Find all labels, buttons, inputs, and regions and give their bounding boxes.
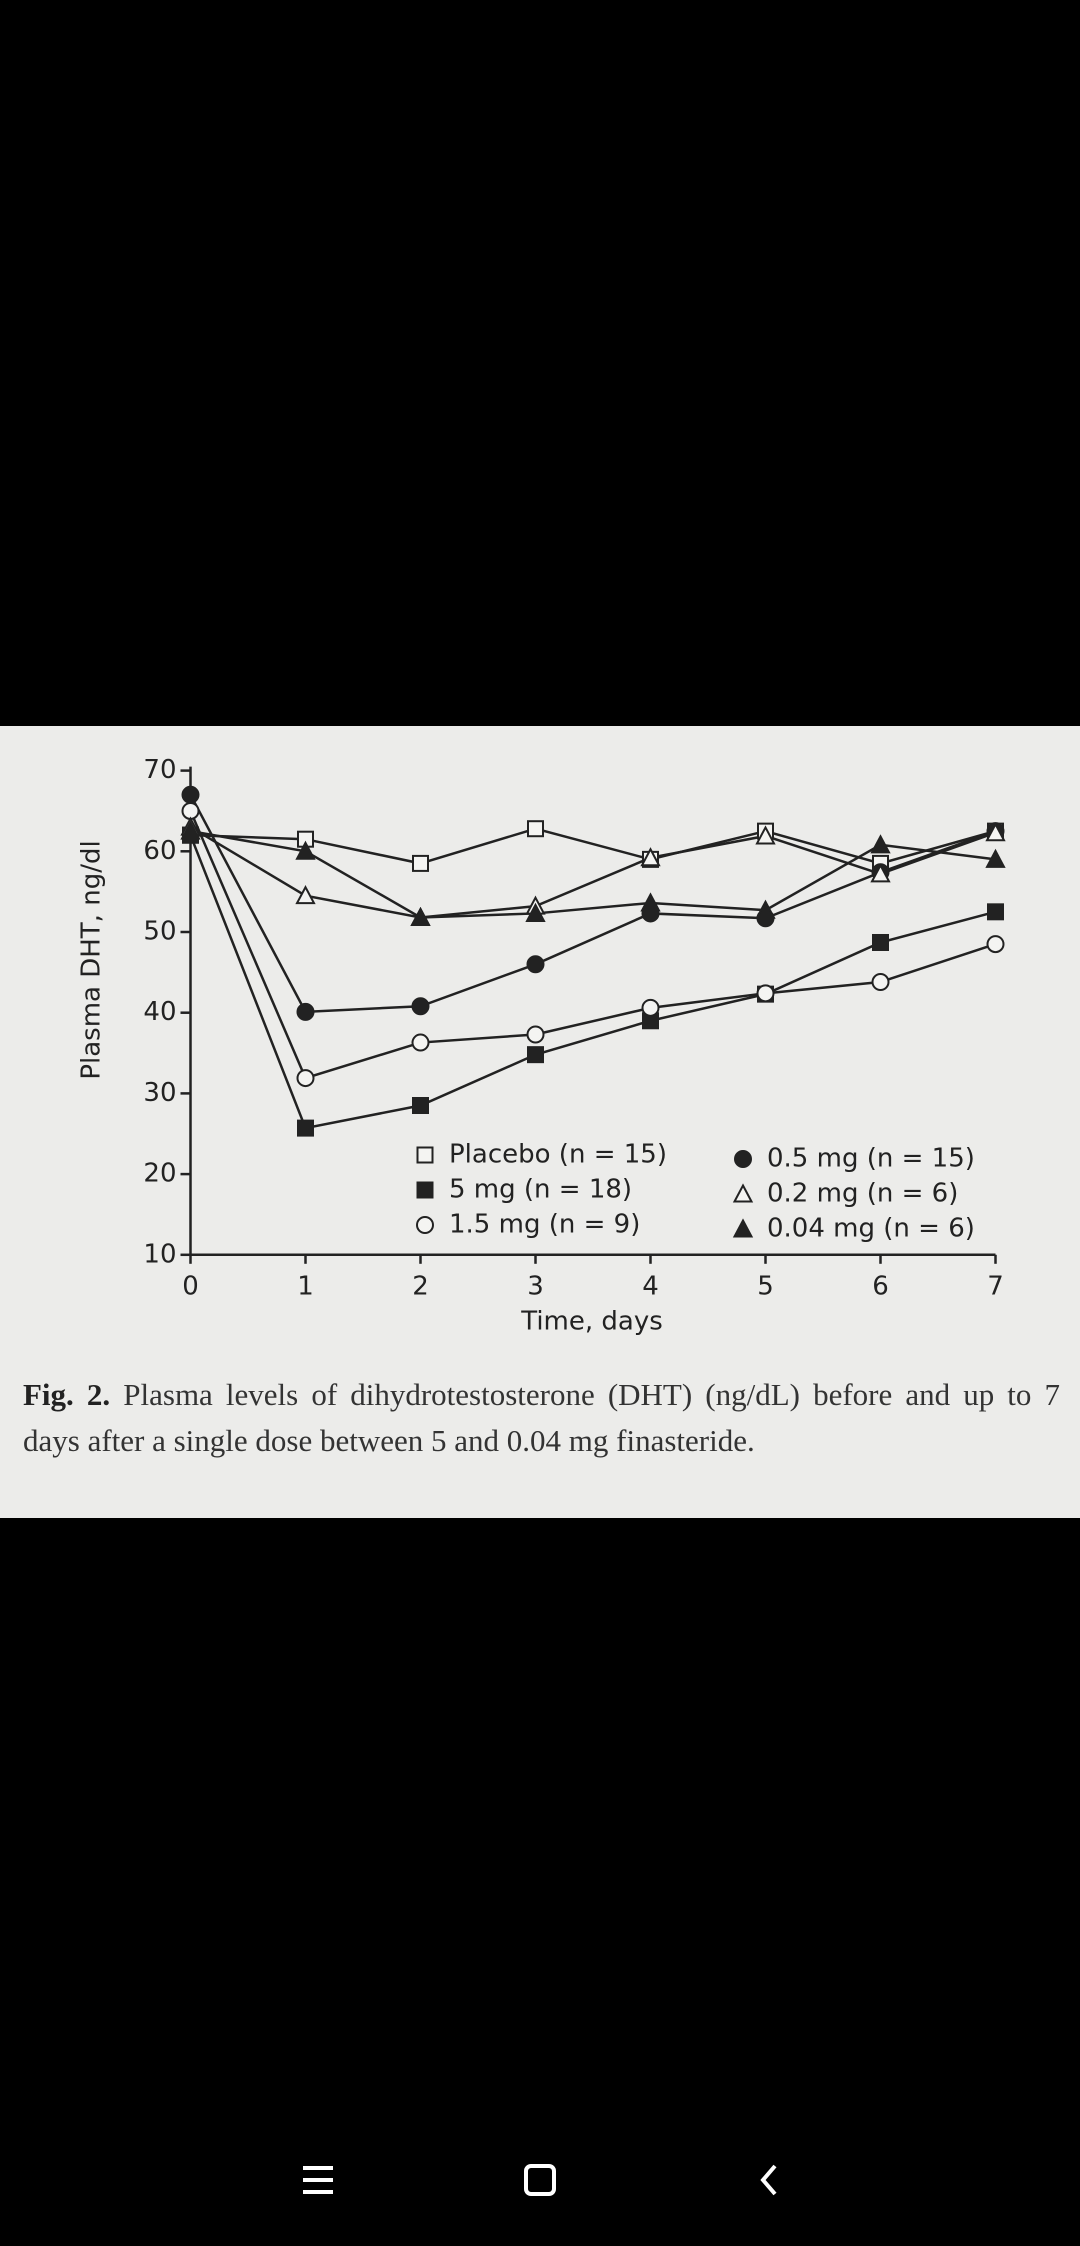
data-point	[871, 973, 890, 992]
legend-marker	[732, 1183, 754, 1203]
data-point	[180, 820, 201, 840]
back-button[interactable]	[760, 2164, 777, 2196]
data-point	[181, 785, 200, 804]
series-line	[189, 810, 996, 1080]
data-point	[872, 933, 889, 951]
y-tick-label: 60	[143, 836, 176, 866]
data-point	[526, 955, 545, 974]
legend-marker	[416, 1146, 434, 1164]
data-point	[296, 1069, 315, 1088]
data-point	[985, 822, 1006, 842]
x-axis-label: Time, days	[520, 1307, 663, 1337]
legend-label: Placebo (n = 15)	[449, 1140, 667, 1170]
x-tick-label: 2	[412, 1271, 429, 1301]
legend-label: 0.04 mg (n = 6)	[767, 1214, 975, 1244]
legend-label: 0.2 mg (n = 6)	[767, 1179, 958, 1209]
data-point	[410, 906, 431, 926]
data-point	[987, 903, 1004, 921]
x-tick-label: 1	[297, 1271, 314, 1301]
x-tick-label: 5	[757, 1271, 774, 1301]
caption: Fig. 2. Plasma levels of dihydrotestoste…	[23, 1372, 1060, 1464]
data-point	[411, 997, 430, 1016]
y-tick-label: 50	[143, 917, 176, 947]
data-point	[296, 1002, 315, 1021]
data-point	[527, 820, 544, 838]
legend-label: 5 mg (n = 18)	[449, 1175, 632, 1205]
chart: Plasma DHT, ng/dl Time, days 10203040506…	[77, 755, 1006, 1337]
y-tick-label: 40	[143, 997, 176, 1027]
data-point	[411, 1033, 430, 1052]
data-point	[755, 825, 776, 845]
caption-label: Fig. 2.	[23, 1377, 111, 1412]
data-point	[640, 892, 661, 912]
x-tick-label: 7	[987, 1271, 1004, 1301]
y-tick-label: 10	[143, 1239, 176, 1269]
data-point	[641, 998, 660, 1017]
x-tick-label: 6	[872, 1271, 889, 1301]
data-point	[295, 885, 316, 905]
series-line	[190, 829, 996, 919]
x-tick-label: 0	[182, 1271, 199, 1301]
legend-label: 0.5 mg (n = 15)	[767, 1144, 975, 1174]
series-line	[189, 794, 996, 1014]
x-tick-label: 4	[642, 1271, 659, 1301]
caption-text: Plasma levels of dihydrotestosterone (DH…	[23, 1377, 1061, 1458]
nav-bar	[303, 2164, 777, 2196]
legend-marker	[416, 1216, 434, 1234]
y-tick-label: 30	[143, 1078, 176, 1108]
data-point	[640, 847, 661, 867]
series-line	[190, 827, 996, 865]
y-tick-label: 20	[143, 1159, 176, 1189]
y-axis-label: Plasma DHT, ng/dl	[77, 840, 107, 1079]
data-point	[527, 1046, 544, 1064]
data-point	[756, 984, 775, 1003]
data-point	[986, 935, 1005, 954]
data-point	[525, 902, 546, 922]
legend-marker	[734, 1150, 752, 1168]
data-point	[870, 863, 891, 883]
data-point	[526, 1025, 545, 1044]
series-line	[189, 834, 996, 1130]
data-point	[755, 899, 776, 919]
home-button[interactable]	[524, 2164, 556, 2196]
legend-marker	[416, 1181, 434, 1199]
data-point	[412, 854, 429, 872]
data-point	[985, 848, 1006, 868]
menu-button[interactable]	[303, 2166, 333, 2194]
x-tick-label: 3	[527, 1271, 544, 1301]
legend-label: 1.5 mg (n = 9)	[449, 1210, 640, 1240]
series-line	[189, 826, 996, 919]
y-tick-label: 70	[143, 755, 176, 785]
data-point	[295, 840, 316, 860]
data-point	[297, 1119, 314, 1137]
data-point	[412, 1097, 429, 1115]
data-point	[870, 834, 891, 854]
legend-marker	[732, 1218, 754, 1238]
